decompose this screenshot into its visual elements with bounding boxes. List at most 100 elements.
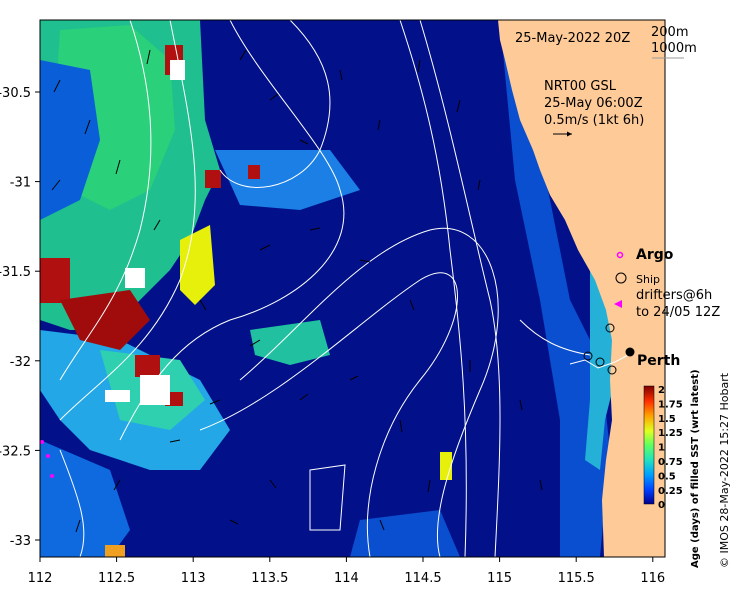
x-tick-label: 116 [640, 571, 665, 586]
colorbar-tick-label: 2 [658, 385, 665, 396]
x-tick-label: 114.5 [404, 571, 441, 586]
y-tick-label: -33 [10, 534, 31, 549]
colorbar: 2 1.75 1.5 1.25 1 0.75 0.5 0.25 0 [643, 385, 683, 511]
contour-line [399, 20, 467, 557]
current-arrow [409, 299, 415, 311]
x-tick-label: 113.5 [251, 571, 288, 586]
x-tick-label: 115 [487, 571, 512, 586]
current-arrow [456, 99, 461, 113]
argo-float [46, 454, 50, 458]
colorbar-tick-label: 1 [658, 443, 665, 454]
current-arrow [229, 519, 239, 525]
current-arrow [146, 49, 151, 65]
sst-patch-nw-blue [40, 60, 100, 220]
sst-patch-white-3 [170, 60, 185, 80]
colorbar-scale [643, 385, 655, 505]
sst-patch-white-2 [105, 390, 130, 402]
ship-marker [605, 323, 615, 333]
land-western-australia [498, 20, 665, 557]
current-arrow [299, 139, 309, 145]
perth-label: Perth [637, 353, 680, 369]
argo-float [50, 474, 54, 478]
colorbar-title: Age (days) of filled SST (wrt latest) [690, 369, 701, 568]
colorbar-tick-label: 0.5 [658, 471, 676, 482]
contour-line [59, 20, 196, 421]
ship-marker [595, 357, 605, 367]
colorbar-tick-label: 0.75 [658, 457, 683, 468]
ship-marker [583, 351, 593, 361]
current-arrow [269, 479, 277, 489]
sst-age-patches [40, 20, 620, 557]
current-arrow [427, 479, 431, 493]
x-axis: 112 112.5 113 113.5 114 114.5 115 115.5 116 [28, 557, 665, 586]
current-vectors [51, 49, 543, 533]
ship-marker [607, 365, 617, 375]
contour-lines [59, 20, 591, 557]
argo-legend-marker [616, 251, 624, 259]
sst-patch-blue-strip [500, 20, 610, 557]
current-arrow [377, 119, 381, 131]
argo-floats [40, 440, 54, 478]
colorbar-tick-label: 1.25 [658, 428, 683, 439]
sst-patch-sw-blue [40, 440, 130, 557]
x-tick-label: 115.5 [558, 571, 595, 586]
depth-contour-200m: 200m [651, 25, 688, 40]
current-arrow [309, 227, 321, 231]
current-arrow [299, 393, 309, 401]
x-tick-label: 112 [28, 571, 53, 586]
current-arrow [477, 179, 481, 191]
contour-line [219, 20, 331, 188]
current-arrow [53, 79, 61, 93]
colorbar-tick-label: 1.75 [658, 399, 683, 410]
current-arrow [417, 59, 421, 73]
colorbar-tick-label: 1.5 [658, 414, 676, 425]
depth-contour-1000m: 1000m [651, 41, 697, 56]
contour-line [419, 20, 501, 557]
current-arrow [51, 179, 61, 191]
sst-patch-orange [105, 545, 125, 557]
colorbar-tick-label: 0.25 [658, 486, 683, 497]
y-tick-label: -30.5 [0, 86, 31, 101]
current-arrow [269, 93, 279, 101]
contour-line [119, 20, 345, 441]
current-arrow [199, 299, 207, 311]
current-arrow [75, 519, 81, 533]
sst-patch-yellow-1 [180, 225, 215, 305]
x-tick-label: 112.5 [98, 571, 135, 586]
current-arrow [539, 479, 543, 491]
y-tick-label: -31.5 [0, 265, 31, 280]
credit-label: © IMOS 28-May-2022 15:27 Hobart [718, 372, 731, 568]
current-arrow [153, 219, 161, 231]
sst-patch-yellow-2 [440, 452, 452, 480]
ship-tracks [569, 323, 631, 375]
perth-marker [625, 347, 635, 357]
ship-legend-label: Ship [636, 273, 660, 286]
y-tick-label: -32 [10, 355, 31, 370]
current-scale-arrow [553, 131, 572, 137]
argo-legend-label: Argo [636, 247, 674, 263]
map-area [40, 20, 665, 557]
colorbar-tick-label: 0 [658, 500, 665, 511]
current-arrow [349, 375, 359, 381]
current-arrow [379, 519, 385, 531]
current-arrow [259, 244, 271, 251]
sst-patch-white-4 [125, 268, 145, 288]
sst-patch-red-1 [40, 258, 70, 303]
ship-legend-marker [615, 272, 627, 284]
current-arrow [209, 399, 221, 405]
contour-line [239, 227, 499, 557]
current-arrow [519, 399, 523, 411]
contour-line [309, 464, 346, 531]
current-arrow [115, 159, 121, 175]
map-border [39, 19, 666, 558]
y-axis: -30.5 -31 -31.5 -32 -32.5 -33 [0, 86, 40, 549]
model-time: 25-May 06:00Z [544, 96, 643, 111]
sst-patch-center-teal [250, 320, 330, 365]
drifter-legend-marker [614, 300, 622, 308]
y-tick-label: -31 [10, 176, 31, 191]
x-tick-label: 114 [334, 571, 359, 586]
current-arrow [339, 69, 343, 81]
drifter-legend-line2: to 24/05 12Z [636, 305, 720, 320]
y-tick-label: -32.5 [0, 444, 31, 459]
